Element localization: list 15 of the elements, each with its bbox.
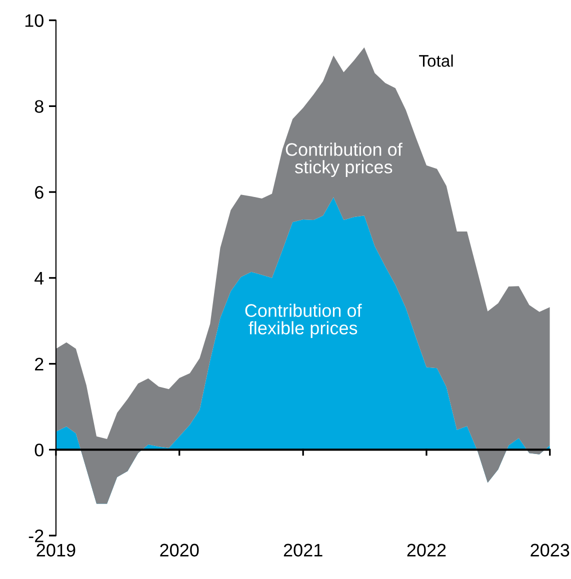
y-tick-label: 10: [25, 14, 44, 27]
y-tick-label: 8: [34, 100, 44, 113]
x-tick-label: 2023: [530, 544, 570, 557]
series-label: Contribution of sticky prices: [286, 142, 402, 177]
series-label: Contribution of flexible prices: [245, 304, 362, 338]
x-tick-label: 2021: [284, 544, 322, 557]
y-tick-label: 4: [34, 272, 44, 284]
x-tick-label: 2019: [36, 544, 76, 557]
y-tick-label: 0: [34, 444, 44, 456]
annotation: Total: [419, 54, 453, 67]
y-tick-label: 6: [35, 186, 44, 199]
y-tick-label: -2: [28, 530, 44, 542]
x-tick-label: 2022: [407, 544, 446, 557]
x-tick-label: 2020: [160, 544, 199, 557]
y-tick-label: 2: [35, 358, 44, 370]
